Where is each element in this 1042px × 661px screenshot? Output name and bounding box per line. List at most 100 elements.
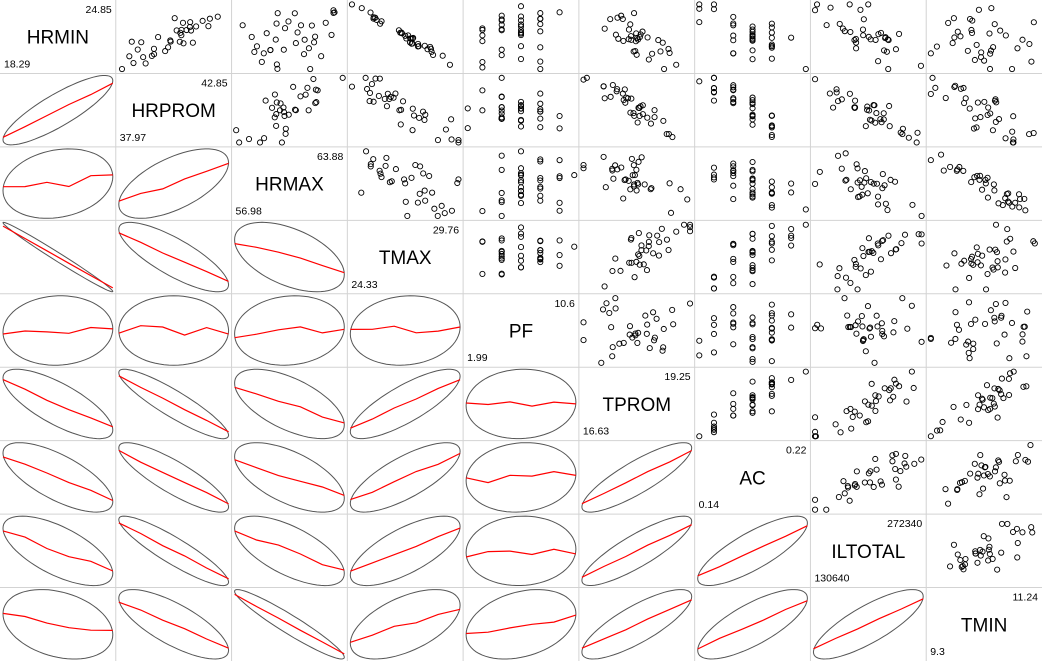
scatter-point-hrmax-tprom [631,181,638,188]
scatter-point-pf-tprom [644,321,651,328]
scatter-point-hrmin-tmin [987,47,995,54]
scatter-point-tprom-iltotal [856,412,863,419]
scatter-point-hrmax-pf [517,148,525,155]
scatter-point-tmax-ac [788,234,795,242]
scatter-point-iltotal-tmin [960,566,967,573]
scatter-point-iltotal-tmin [1014,539,1021,547]
scatter-point-tprom-tmin [976,401,983,408]
correlation-ellipse-iltotal-hrmax [234,515,345,587]
correlation-ellipse-tprom-tmax [349,368,461,440]
scatter-point-tmax-iltotal [877,256,884,263]
correlation-ellipse-tmin-pf [465,589,577,660]
scatter-point-hrprom-iltotal [899,125,906,132]
scatter-point-tmax-ac [730,258,737,266]
scatter-point-hrmax-pf [537,156,544,163]
scatter-point-pf-tprom [651,334,658,341]
scatter-point-hrprom-ac [710,89,718,96]
scatter-point-hrprom-iltotal [870,102,877,109]
scatter-point-pf-ac [768,324,775,331]
scatter-point-tmax-pf [517,244,525,251]
scatter-point-hrmin-hrprom [206,15,213,22]
scatter-point-tmax-tmin [983,286,990,293]
scatter-point-pf-tprom [626,323,634,330]
scatter-point-pf-ac [710,315,718,322]
correlation-ellipse-tmin-ac [697,589,808,660]
scatter-point-tmax-tprom [626,259,633,266]
scatter-point-hrmin-tprom [649,50,656,57]
scatter-point-tmax-tprom [686,221,694,228]
scatter-point-ac-iltotal [911,460,918,467]
scatter-point-hrprom-iltotal [833,89,840,96]
scatter-point-hrmin-pf [517,23,525,30]
scatter-point-tprom-ac [730,412,737,419]
correlation-ellipse-pf-hrmin [2,295,114,366]
scatter-point-hrmax-pf [537,197,544,204]
scatter-point-hrmin-iltotal [917,62,924,69]
scatter-point-hrprom-ac [749,97,756,104]
scatter-point-hrprom-iltotal [862,123,869,130]
scatter-point-hrmax-ac [749,168,756,175]
scatter-point-tmax-pf [498,237,505,244]
scatter-point-tprom-tmin [963,401,970,409]
scatter-point-tmax-tprom [673,228,680,235]
scatter-point-pf-iltotal [841,295,848,302]
scatter-point-tmax-ac [710,274,718,281]
scatter-point-hrmax-tmin [1003,190,1010,198]
correlation-ellipse-tmax-hrmin [2,221,114,293]
scatter-point-hrmin-hrprom [118,65,126,73]
scatter-point-hrprom-tprom [607,93,614,100]
scatter-point-tmax-tprom [646,232,653,239]
scatter-point-hrprom-tprom [669,133,676,141]
scatter-point-tmax-pf [498,248,505,255]
scatter-point-hrprom-pf [517,105,525,112]
scatter-point-hrmin-tprom [618,12,625,19]
scatter-point-hrmax-iltotal [874,193,882,200]
scatter-point-hrmax-tmax [388,178,395,185]
scatter-point-hrprom-tmax [442,126,449,133]
scatter-point-hrprom-tmin [957,85,964,92]
scatter-point-tprom-tmin [950,403,957,410]
scatter-point-hrmin-tmin [1019,36,1026,43]
scatter-point-hrmin-tmin [957,33,964,40]
scatter-point-pf-iltotal [871,359,878,366]
scatter-point-hrprom-pf [537,108,544,115]
scatter-point-tmax-ac [749,235,756,242]
variable-name-hrprom: HRPROM [131,101,215,122]
scatter-point-hrprom-hrmax [302,91,309,98]
scatter-point-hrmin-tmin [986,65,994,73]
scatter-point-hrmax-pf [479,208,486,215]
scatter-point-hrprom-iltotal [866,107,873,114]
scatter-point-hrmin-iltotal [851,37,858,44]
scatter-point-hrmin-hrprom [148,52,155,59]
scatter-point-hrmax-tmax [383,154,390,161]
scatter-point-hrmax-iltotal [879,171,886,178]
scatter-point-tmax-ac [802,221,809,228]
scatter-point-ac-iltotal [853,468,860,475]
scatter-point-hrmin-tmax [397,29,404,36]
max-label-ac: 0.22 [786,445,807,457]
scatter-point-hrmin-tmax [408,35,415,42]
scatter-point-pf-ac [710,321,718,328]
scatter-point-tmax-iltotal [887,250,895,257]
scatter-point-hrprom-tmin [966,105,973,112]
scatter-point-ac-iltotal [870,483,877,491]
scatter-point-tmax-tmin [968,260,975,267]
scatter-point-hrmax-pf [517,191,525,198]
scatter-point-hrprom-iltotal [914,129,921,136]
scatter-point-hrprom-tmax [416,114,423,121]
scatter-point-hrmax-iltotal [874,201,882,208]
scatter-point-hrprom-tprom [663,130,670,138]
scatter-point-hrmax-tmax [414,199,421,206]
scatter-point-pf-tmin [967,320,975,328]
scatter-point-ac-tmin [980,472,987,479]
scatter-point-hrmin-iltotal [872,36,879,43]
scatter-point-hrmax-tmin [940,167,947,174]
scatter-point-hrprom-tprom [630,110,637,117]
scatter-point-tmax-iltotal [875,242,882,249]
scatter-point-pf-tprom [634,339,641,346]
scatter-point-tmax-pf [537,256,544,263]
scatter-point-tprom-tmin [983,382,991,389]
scatter-point-tmax-iltotal [885,232,892,239]
correlation-ellipse-iltotal-tmax [349,515,461,587]
scatter-point-iltotal-tmin [998,520,1006,527]
